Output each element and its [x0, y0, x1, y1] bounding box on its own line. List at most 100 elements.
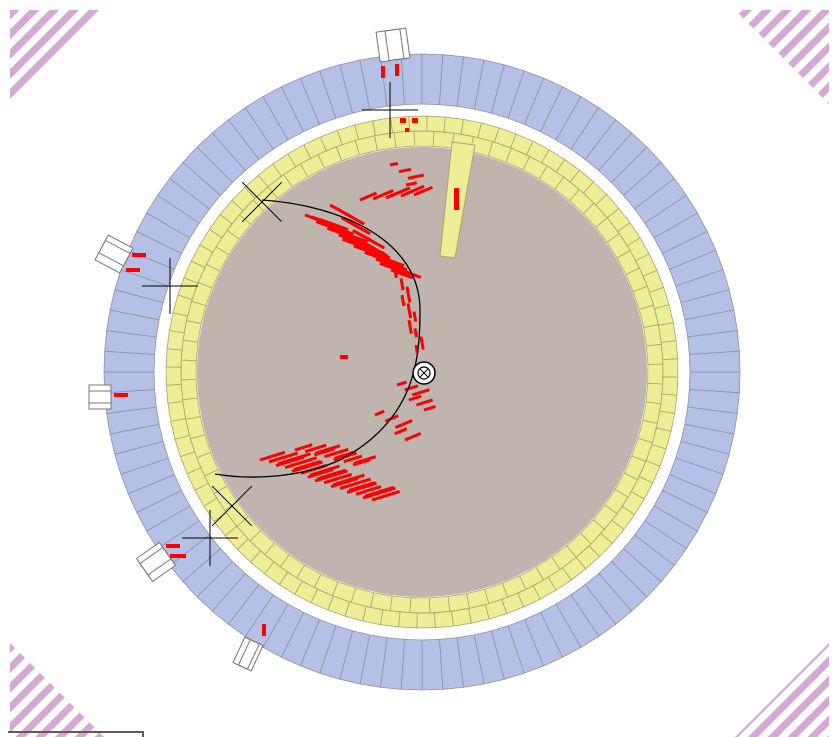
inner-cal-cell — [380, 609, 401, 628]
inner-cal-cell — [182, 397, 201, 420]
crosshair-marker — [211, 485, 253, 527]
calorimeter-hit — [262, 624, 266, 636]
crosshair-marker — [142, 258, 198, 314]
track-hit — [399, 278, 405, 291]
muon-chamber — [375, 27, 411, 63]
inner-cal-cell — [432, 130, 455, 149]
track-hit — [398, 167, 412, 174]
inner-cal-cell — [165, 348, 183, 368]
vertex-icon — [412, 361, 436, 385]
inner-cal-cell — [370, 592, 393, 612]
track-hit — [341, 231, 369, 244]
track-hit — [413, 185, 434, 197]
inner-cal-cell — [166, 330, 185, 351]
inner-cal-cell — [413, 130, 435, 147]
inner-cal-cell — [451, 608, 472, 627]
outer-cal-cell — [688, 350, 741, 373]
scale-bar — [8, 731, 144, 737]
track-hit — [389, 161, 399, 167]
track-hit — [371, 489, 401, 502]
crosshair-marker — [362, 82, 418, 138]
inner-cal-cell — [165, 366, 182, 386]
track-hit — [346, 481, 378, 494]
calorimeter-hit — [381, 66, 385, 78]
calorimeter-hit — [126, 268, 140, 272]
calorimeter-hit — [114, 393, 128, 397]
track-hit — [344, 212, 365, 226]
track-hit — [330, 224, 355, 236]
track-hit — [423, 405, 436, 412]
track-hit — [407, 319, 413, 335]
muon-chamber — [88, 384, 112, 410]
track-hit — [374, 409, 385, 417]
muon-chamber — [135, 541, 177, 583]
track-hit — [339, 477, 372, 491]
track-hit — [268, 451, 299, 464]
track-hit — [291, 460, 324, 473]
inner-cal-cell — [167, 401, 186, 422]
inner-cal-cell — [180, 339, 199, 362]
track-hit — [400, 294, 406, 307]
track-hit — [304, 443, 327, 454]
inner-cal-cell — [659, 393, 678, 414]
track-hit — [313, 447, 335, 457]
inner-cal-cell — [409, 597, 431, 614]
track-hit — [370, 245, 389, 258]
inner-cal-cell — [643, 324, 662, 347]
track-hit — [412, 311, 418, 322]
track-hit — [340, 355, 348, 359]
track-hit — [362, 486, 396, 500]
muon-chamber — [94, 234, 134, 274]
track-hit — [359, 191, 378, 202]
calorimeter-hit — [166, 544, 180, 548]
inner-cal-cell — [646, 343, 664, 366]
track-hit — [323, 472, 353, 485]
inner-cal-cell — [398, 611, 418, 629]
track-hit — [366, 237, 386, 250]
track-hit — [393, 269, 398, 279]
track-hit — [387, 187, 408, 199]
inner-cal-cell — [642, 401, 662, 424]
inner-cal-cell — [389, 595, 412, 614]
track-hit — [352, 458, 371, 467]
calorimeter-hit — [395, 64, 399, 76]
crosshair-marker — [241, 181, 283, 223]
track-hit — [396, 380, 407, 387]
calorimeter-hit — [400, 118, 406, 123]
inner-cal-cell — [661, 376, 679, 396]
track-hit — [382, 258, 403, 272]
inner-cal-cell — [428, 596, 451, 614]
track-hit — [404, 384, 419, 392]
outer-cal-cell — [400, 53, 423, 106]
inner-cal-cell — [658, 322, 677, 343]
calorimeter-hit — [170, 554, 186, 558]
inner-cal-cell — [660, 340, 679, 361]
inner-cal-cell — [447, 593, 470, 612]
hatched-corner-icon — [10, 10, 829, 737]
track-hit — [372, 189, 394, 201]
track-hit — [419, 336, 425, 350]
track-hit — [405, 286, 412, 303]
track-hit — [319, 217, 349, 232]
inner-cal-cell — [165, 383, 184, 404]
inner-cal-cell — [645, 382, 664, 405]
track-hit — [408, 394, 422, 402]
track-hit — [404, 431, 422, 442]
outer-cal-cell — [421, 638, 444, 691]
inner-cal-cell — [180, 359, 197, 381]
outer-calorimeter — [103, 53, 741, 691]
calorimeter-hit — [412, 118, 418, 123]
outer-cal-cell — [103, 371, 156, 394]
track-hit — [379, 255, 405, 268]
track-hit — [407, 173, 424, 180]
crosshair-marker — [182, 510, 238, 566]
inner-calorimeter — [165, 115, 679, 629]
track-hit — [284, 456, 317, 470]
track-hit — [405, 181, 418, 187]
calorimeter-hit — [405, 128, 409, 132]
track-hit — [275, 455, 305, 468]
inner-cal-cell — [647, 363, 664, 385]
track-hit — [394, 427, 408, 436]
track-hit — [330, 476, 359, 489]
track-hit — [294, 443, 313, 452]
